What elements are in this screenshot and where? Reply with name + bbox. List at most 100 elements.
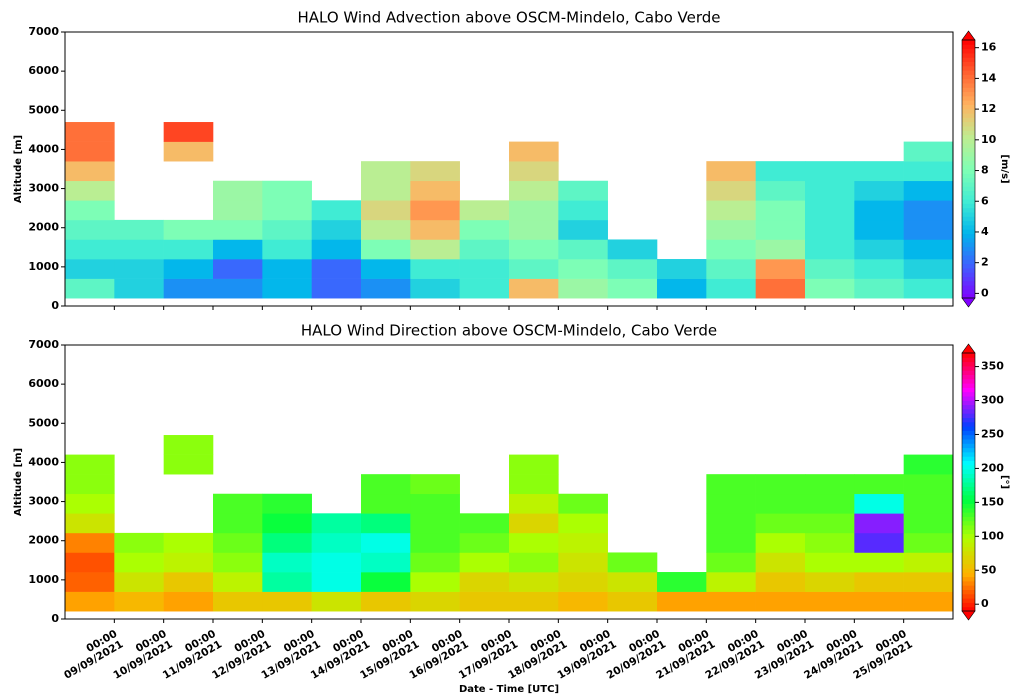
colorbar-segment [962, 74, 975, 80]
colorbar-segment [962, 537, 975, 543]
heat-cell [509, 161, 559, 182]
heat-cell [459, 239, 510, 260]
heat-cell [706, 278, 756, 299]
colorbar-segment [962, 606, 975, 612]
heat-cell [163, 219, 214, 240]
heat-cell [262, 180, 312, 201]
colorbar-tick-label: 100 [981, 529, 1004, 542]
colorbar-segment [962, 477, 975, 483]
colorbar-tick-label: 200 [981, 461, 1004, 474]
colorbar-segment [962, 138, 975, 144]
colorbar-segment [962, 100, 975, 105]
heat-cell [657, 259, 707, 279]
colorbar-tick-label: 12 [981, 102, 996, 115]
colorbar-segment [962, 546, 975, 552]
heat-cell [607, 259, 658, 279]
colorbar-segment [962, 130, 975, 136]
colorbar-segment [962, 520, 975, 526]
y-tick-label: 2000 [28, 221, 59, 234]
heat-cell [459, 591, 510, 612]
y-tick-label: 7000 [28, 25, 59, 38]
colorbar-tick-label: 4 [981, 225, 989, 238]
heat-cell [213, 572, 263, 592]
heat-cell [903, 493, 954, 514]
heat-cell [805, 278, 855, 299]
colorbar-segment [962, 194, 975, 200]
heat-cell [509, 180, 559, 201]
heat-cell [65, 200, 115, 221]
heat-cell [755, 278, 806, 299]
colorbar-segment [962, 589, 975, 595]
colorbar-segment [962, 490, 975, 496]
colorbar-segment [962, 464, 975, 470]
colorbar-segment [962, 276, 975, 282]
colorbar-segment [962, 177, 975, 183]
heat-cell [903, 474, 954, 495]
heat-cell [805, 259, 855, 279]
colorbar-segment [962, 598, 975, 603]
heat-cell [114, 219, 164, 240]
heat-cell [361, 219, 411, 240]
heat-cell [361, 259, 411, 279]
heat-cell [262, 532, 312, 553]
heat-cell [509, 552, 559, 573]
heat-cell [65, 141, 115, 162]
heat-cell [755, 239, 806, 260]
colorbar-segment [962, 378, 975, 384]
heat-cell [311, 532, 362, 553]
colorbar-segment [962, 542, 975, 547]
heat-cell [657, 572, 707, 592]
heat-cell [509, 532, 559, 553]
heat-cell [262, 572, 312, 592]
heat-cell [903, 200, 954, 221]
colorbar-segment [962, 280, 975, 286]
colorbar-segment [962, 494, 975, 500]
y-tick-label: 3000 [28, 495, 59, 508]
heat-cell [361, 180, 411, 201]
heat-cell [854, 161, 904, 182]
heat-cell [854, 474, 904, 495]
colorbar-segment [962, 559, 975, 565]
colorbar-segment [962, 391, 975, 397]
colorbar-segment [962, 151, 975, 157]
heat-cell [805, 552, 855, 573]
heat-cell [755, 259, 806, 279]
heat-cell [114, 259, 164, 279]
heat-cell [361, 552, 411, 573]
heat-cell [903, 572, 954, 592]
colorbar-segment [962, 95, 975, 101]
heat-cell [361, 239, 411, 260]
heat-cell [805, 572, 855, 592]
heat-cell [805, 219, 855, 240]
heat-cell [410, 239, 460, 260]
colorbar-segment [962, 147, 975, 153]
heat-cell [410, 259, 460, 279]
colorbar-segment [962, 203, 975, 209]
heat-cell [903, 180, 954, 201]
heat-cell [607, 239, 658, 260]
heat-cell [65, 493, 115, 514]
colorbar-segment [962, 507, 975, 513]
heat-cell [509, 239, 559, 260]
colorbar-segment [962, 70, 975, 75]
heat-cell [65, 513, 115, 534]
colorbar-tick-label: 16 [981, 41, 997, 54]
heat-cell [558, 572, 608, 592]
heat-cell [410, 513, 460, 534]
colorbar-tick-label: 8 [981, 164, 989, 177]
colorbar-segment [962, 443, 975, 449]
heat-cell [163, 122, 214, 142]
heat-cell [262, 239, 312, 260]
heat-cell [410, 200, 460, 221]
colorbar-tick-label: 10 [981, 133, 997, 146]
colorbar-segment [962, 181, 975, 187]
colorbar-segment [962, 164, 975, 170]
colorbar-segment [962, 374, 975, 380]
heat-cell [805, 474, 855, 495]
colorbar-segment [962, 220, 975, 226]
heat-cell [805, 591, 855, 612]
colorbar-segment [962, 576, 975, 582]
heat-cell [65, 161, 115, 182]
colorbar-segment [962, 289, 975, 295]
